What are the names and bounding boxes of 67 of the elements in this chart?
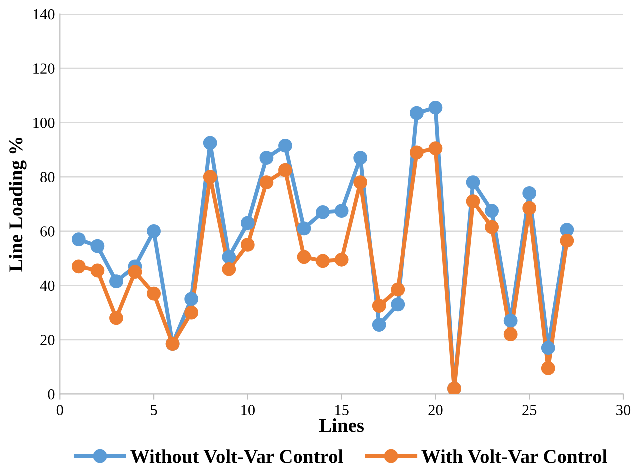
legend-label: Without Volt-Var Control <box>130 450 344 464</box>
point <box>72 232 86 246</box>
point <box>522 201 537 216</box>
point <box>72 260 86 274</box>
point <box>222 262 236 276</box>
point <box>428 142 443 156</box>
y-axis-title: Line Loading % <box>9 138 27 272</box>
legend-label: With Volt-Var Control <box>422 450 608 464</box>
point <box>297 222 312 236</box>
point <box>334 204 349 218</box>
point <box>90 239 105 254</box>
point <box>466 194 480 208</box>
point <box>560 234 574 248</box>
y-tick-label: 120 <box>34 64 55 74</box>
point <box>128 265 142 280</box>
point <box>278 138 292 153</box>
point <box>260 176 274 190</box>
point <box>260 151 274 166</box>
y-tick-label: 40 <box>40 280 55 292</box>
point <box>316 254 330 268</box>
x-tick-label: 30 <box>616 405 631 416</box>
x-tick-label: 25 <box>522 405 537 416</box>
point <box>334 252 349 267</box>
point <box>372 299 386 313</box>
x-tick-label: 0 <box>56 405 64 416</box>
point <box>410 146 424 160</box>
point <box>428 100 443 115</box>
point <box>147 224 161 238</box>
point <box>522 186 537 200</box>
x-tick-label: 10 <box>242 405 255 416</box>
point <box>466 176 480 190</box>
point <box>485 220 499 234</box>
point <box>90 264 105 278</box>
point <box>147 286 161 301</box>
point <box>240 216 255 230</box>
point <box>504 314 518 328</box>
point <box>110 311 124 326</box>
point <box>485 204 499 218</box>
y-tick-label: 20 <box>40 335 55 346</box>
point <box>278 163 292 178</box>
point <box>354 176 368 190</box>
point <box>391 298 406 312</box>
point <box>410 106 424 120</box>
point <box>184 292 199 306</box>
point <box>203 170 218 184</box>
y-tick-label: 0 <box>48 389 55 400</box>
point <box>184 306 199 320</box>
point <box>372 318 386 332</box>
x-axis-title: Lines <box>319 418 364 432</box>
point <box>222 250 236 264</box>
point <box>110 274 124 289</box>
point <box>354 151 368 166</box>
point <box>203 136 218 150</box>
y-tick-label: 140 <box>34 9 55 20</box>
y-tick-label: 80 <box>40 172 55 183</box>
y-tick-label: 100 <box>34 118 55 128</box>
point <box>541 341 556 356</box>
point <box>316 205 330 220</box>
x-tick-label: 5 <box>151 405 158 416</box>
point <box>240 238 255 252</box>
point <box>297 250 312 264</box>
point <box>391 282 406 297</box>
point <box>504 328 518 342</box>
point <box>541 362 556 376</box>
x-tick-label: 15 <box>336 405 349 416</box>
y-tick-label: 60 <box>40 226 55 237</box>
x-tick-label: 20 <box>428 405 443 416</box>
